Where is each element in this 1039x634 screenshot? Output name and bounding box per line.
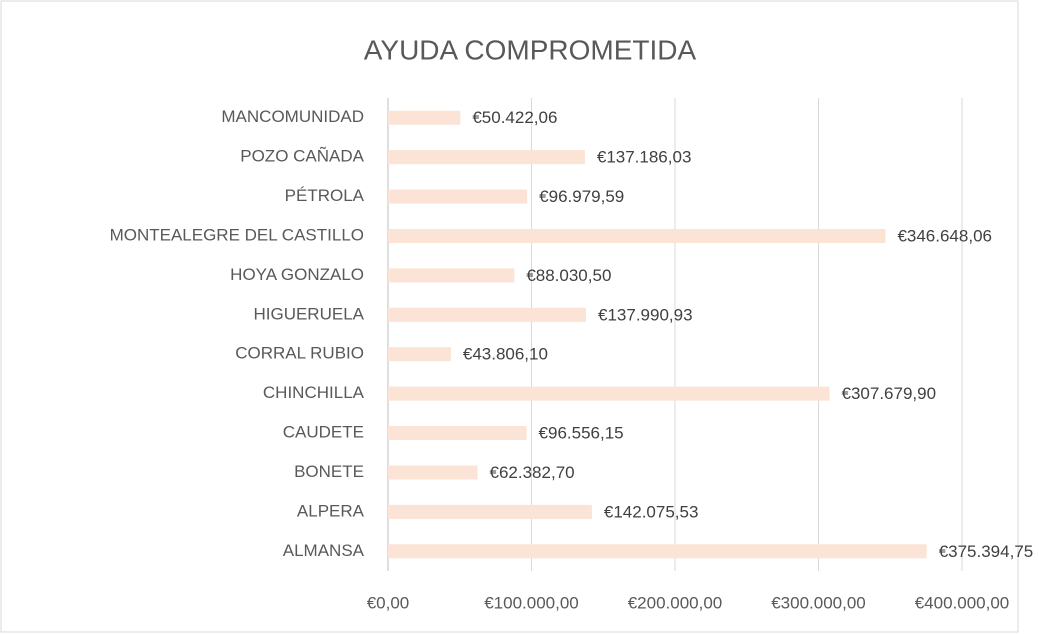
y-tick-label: POZO CAÑADA xyxy=(240,147,364,166)
data-label: €346.648,06 xyxy=(897,226,992,245)
y-tick-label: ALPERA xyxy=(297,501,365,520)
bar xyxy=(388,504,592,519)
data-label: €43.806,10 xyxy=(463,345,548,364)
x-tick-label: €100.000,00 xyxy=(484,593,579,612)
bar xyxy=(388,426,527,441)
y-tick-label: MONTEALEGRE DEL CASTILLO xyxy=(110,225,364,244)
bar xyxy=(388,307,587,322)
x-tick-label: €400.000,00 xyxy=(915,593,1010,612)
y-tick-label: CAUDETE xyxy=(283,423,364,442)
bar xyxy=(388,347,451,362)
bar xyxy=(388,465,478,480)
data-label: €142.075,53 xyxy=(604,502,699,521)
bar xyxy=(388,386,830,401)
bar xyxy=(388,544,927,559)
y-tick-label: CHINCHILLA xyxy=(263,383,365,402)
data-label: €307.679,90 xyxy=(842,384,937,403)
data-label: €137.990,93 xyxy=(598,305,693,324)
x-tick-label: €300.000,00 xyxy=(771,593,866,612)
data-label: €88.030,50 xyxy=(526,266,611,285)
x-tick-label: €200.000,00 xyxy=(628,593,723,612)
y-tick-label: PÉTROLA xyxy=(285,186,365,205)
y-tick-label: CORRAL RUBIO xyxy=(235,344,364,363)
y-tick-label: BONETE xyxy=(294,462,364,481)
y-tick-label: HOYA GONZALO xyxy=(230,265,364,284)
y-tick-label: HIGUERUELA xyxy=(253,304,364,323)
data-label: €50.422,06 xyxy=(472,108,557,127)
bar xyxy=(388,110,461,125)
y-tick-label: ALMANSA xyxy=(283,541,365,560)
data-label: €96.556,15 xyxy=(539,424,624,443)
chart-title: AYUDA COMPROMETIDA xyxy=(364,34,697,65)
y-tick-label: MANCOMUNIDAD xyxy=(221,107,364,126)
bar xyxy=(388,268,515,283)
bar xyxy=(388,189,528,204)
data-label: €62.382,70 xyxy=(490,463,575,482)
data-label: €137.186,03 xyxy=(597,148,692,167)
bar xyxy=(388,150,585,165)
data-label: €375.394,75 xyxy=(939,542,1034,561)
bar xyxy=(388,228,886,243)
x-tick-label: €0,00 xyxy=(367,593,410,612)
data-label: €96.979,59 xyxy=(539,187,624,206)
